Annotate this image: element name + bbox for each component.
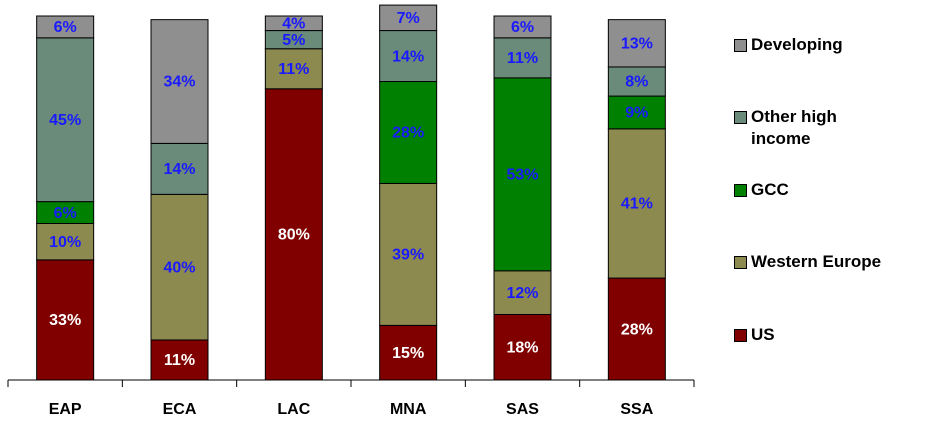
x-tick-label: SSA xyxy=(620,401,653,418)
data-label: 39% xyxy=(392,247,424,264)
bar-segment xyxy=(379,4,438,32)
data-label: 15% xyxy=(392,345,424,362)
data-label: 34% xyxy=(163,74,195,91)
data-label: 28% xyxy=(392,125,424,142)
data-label: 6% xyxy=(511,19,534,36)
bar-segment xyxy=(264,88,323,381)
data-label: 28% xyxy=(621,321,653,338)
legend-swatch xyxy=(734,39,747,52)
data-label: 45% xyxy=(49,112,81,129)
data-label: 7% xyxy=(397,10,420,27)
x-tick-label: LAC xyxy=(277,401,310,418)
legend-item: Developing xyxy=(734,34,924,56)
data-label: 11% xyxy=(278,61,309,78)
data-label: 6% xyxy=(54,19,77,36)
legend-label: Western Europe xyxy=(751,252,882,271)
data-label: 9% xyxy=(625,105,648,122)
data-label: 8% xyxy=(625,74,648,91)
x-tick-label: EAP xyxy=(49,401,82,418)
legend-label: Other high income xyxy=(751,107,837,148)
legend-item: Western Europe xyxy=(734,251,924,273)
legend-item: US xyxy=(734,324,924,346)
bar-segment xyxy=(493,37,552,79)
bar-segment xyxy=(607,19,666,68)
bar-segment xyxy=(150,193,209,341)
bar-segment xyxy=(607,66,666,97)
data-label: 14% xyxy=(392,48,424,65)
x-tick-label: SAS xyxy=(506,401,539,418)
bar-segment xyxy=(607,95,666,130)
bar-segment xyxy=(36,222,95,261)
data-label: 12% xyxy=(506,285,538,302)
bar-segment xyxy=(493,270,552,315)
bar-segment xyxy=(493,77,552,272)
bar-segment xyxy=(36,15,95,39)
bar-segment xyxy=(379,324,438,381)
x-tick-label: ECA xyxy=(163,401,197,418)
data-label: 14% xyxy=(163,161,195,178)
data-label: 5% xyxy=(282,32,305,49)
data-label: 33% xyxy=(49,312,81,329)
data-label: 10% xyxy=(49,234,81,251)
data-label: 11% xyxy=(507,50,538,67)
bar-segment xyxy=(36,37,95,203)
legend-swatch xyxy=(734,111,747,124)
data-label: 11% xyxy=(164,352,195,369)
data-label: 13% xyxy=(621,36,653,53)
data-label: 41% xyxy=(621,196,653,213)
legend-label: US xyxy=(751,325,775,344)
bar-segment xyxy=(493,15,552,39)
bar-segment xyxy=(379,81,438,184)
legend-item: GCC xyxy=(734,179,924,201)
bar-segment xyxy=(264,15,323,32)
bar-segment xyxy=(150,142,209,195)
data-label: 4% xyxy=(282,15,305,32)
legend-label: GCC xyxy=(751,180,789,199)
bar-segment xyxy=(150,19,209,144)
data-label: 53% xyxy=(506,167,538,184)
legend-item: Other high income xyxy=(734,106,924,150)
legend-label: Developing xyxy=(751,35,843,54)
data-label: 40% xyxy=(163,259,195,276)
bar-segment xyxy=(607,128,666,279)
bar-segment xyxy=(607,277,666,381)
data-label: 6% xyxy=(54,205,77,222)
legend-swatch xyxy=(734,256,747,269)
bar-segment xyxy=(379,182,438,326)
bar-segment xyxy=(379,30,438,83)
legend-swatch xyxy=(734,184,747,197)
legend-swatch xyxy=(734,329,747,342)
bar-segment xyxy=(36,259,95,381)
chart: 33%10%6%45%6%EAP11%40%14%34%ECA80%11%5%4… xyxy=(7,4,695,418)
data-label: 18% xyxy=(506,339,538,356)
data-label: 80% xyxy=(278,227,310,244)
x-tick-label: MNA xyxy=(390,401,427,418)
